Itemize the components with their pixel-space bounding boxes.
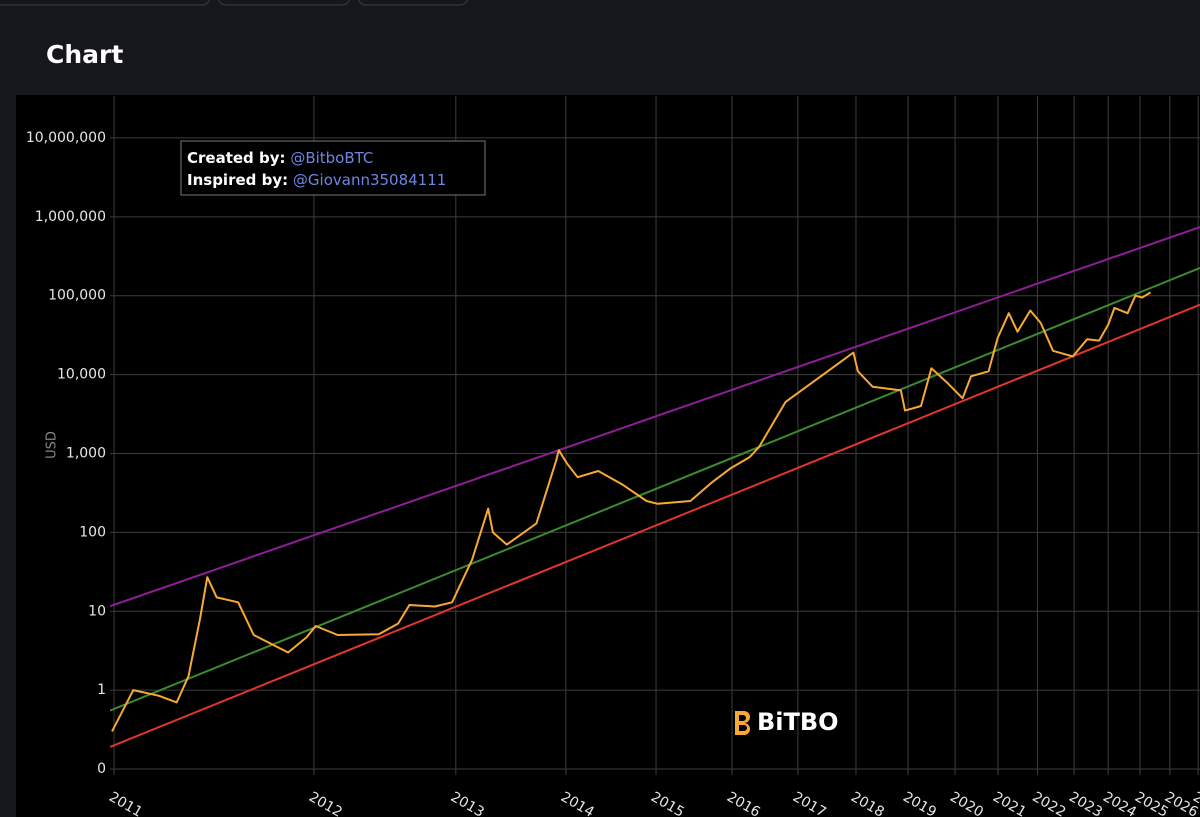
annotation: Inspired by: @Giovann35084111 [187, 171, 446, 189]
chart-panel [16, 95, 1200, 817]
y-tick-label: 0 [97, 761, 106, 777]
annotation-link[interactable]: @Giovann35084111 [293, 171, 446, 189]
tab-button[interactable] [358, 0, 468, 6]
y-tick-label: 1,000 [66, 445, 106, 461]
y-tick-label: 100,000 [48, 288, 106, 304]
annotation-label: Inspired by: [187, 171, 288, 189]
series-line [110, 226, 1200, 608]
series-line [111, 291, 1152, 732]
y-tick-label: 10,000,000 [26, 130, 106, 146]
series-line [110, 303, 1200, 748]
x-tick-label: 2027 [1190, 789, 1200, 817]
y-tick-label: 10,000 [57, 367, 106, 383]
tab-button[interactable] [218, 0, 350, 6]
y-tick-label: 100 [79, 524, 106, 540]
tab-button[interactable] [0, 0, 210, 6]
annotation-box [180, 140, 486, 196]
watermark: BiTBO [757, 708, 839, 736]
y-tick-label: 1 [97, 682, 106, 698]
y-tick-label: 1,000,000 [35, 209, 106, 225]
series-line [110, 266, 1200, 712]
y-axis-title: USD [45, 431, 60, 459]
annotation-label: Created by: [187, 149, 286, 167]
annotation: Created by: @BitboBTC [187, 149, 373, 167]
watermark-logo [735, 711, 750, 735]
section-title: Chart [46, 40, 123, 69]
annotation-link[interactable]: @BitboBTC [290, 149, 373, 167]
y-tick-label: 10 [88, 603, 106, 619]
